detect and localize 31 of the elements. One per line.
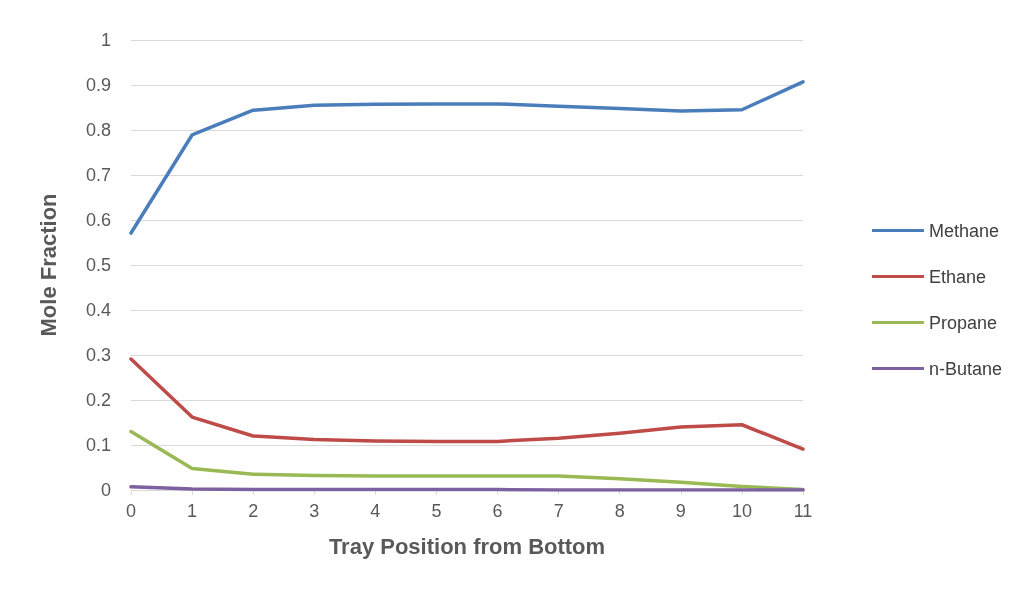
x-tick-label: 4 (370, 501, 381, 521)
y-tick-label: 1 (100, 30, 111, 50)
y-axis-title: Mole Fraction (35, 193, 61, 337)
x-tick-label: 6 (492, 501, 503, 521)
x-tick-label: 10 (731, 501, 752, 521)
y-tick-label: 0.5 (85, 255, 111, 275)
line-series (129, 80, 805, 235)
legend-label: Ethane (928, 266, 987, 287)
legend-label: Methane (928, 220, 1000, 241)
x-tick-label: 2 (248, 501, 259, 521)
legend-label: n-Butane (928, 358, 1003, 379)
y-tick-label: 0.6 (85, 210, 111, 230)
legend-label: Propane (928, 312, 998, 333)
y-tick-label: 0.8 (85, 120, 111, 140)
y-tick-label: 0.2 (85, 390, 111, 410)
y-tick-label: 0.9 (85, 75, 111, 95)
y-tick-label: 0.1 (85, 435, 111, 455)
x-tick-label: 5 (431, 501, 442, 521)
x-tick-label: 8 (614, 501, 625, 521)
x-tick-label: 1 (187, 501, 198, 521)
x-axis-title: Tray Position from Bottom (328, 533, 606, 559)
y-tick-label: 0.7 (85, 165, 111, 185)
line-series (129, 357, 805, 451)
x-tick-label: 9 (675, 501, 686, 521)
y-tick-label: 0 (100, 480, 111, 500)
y-tick-label: 0.3 (85, 345, 111, 365)
x-tick-label: 7 (553, 501, 564, 521)
x-tick-label: 0 (125, 501, 137, 521)
x-tick-label: 11 (793, 501, 813, 521)
y-tick-label: 0.4 (85, 300, 111, 320)
x-tick-label: 3 (309, 501, 320, 521)
